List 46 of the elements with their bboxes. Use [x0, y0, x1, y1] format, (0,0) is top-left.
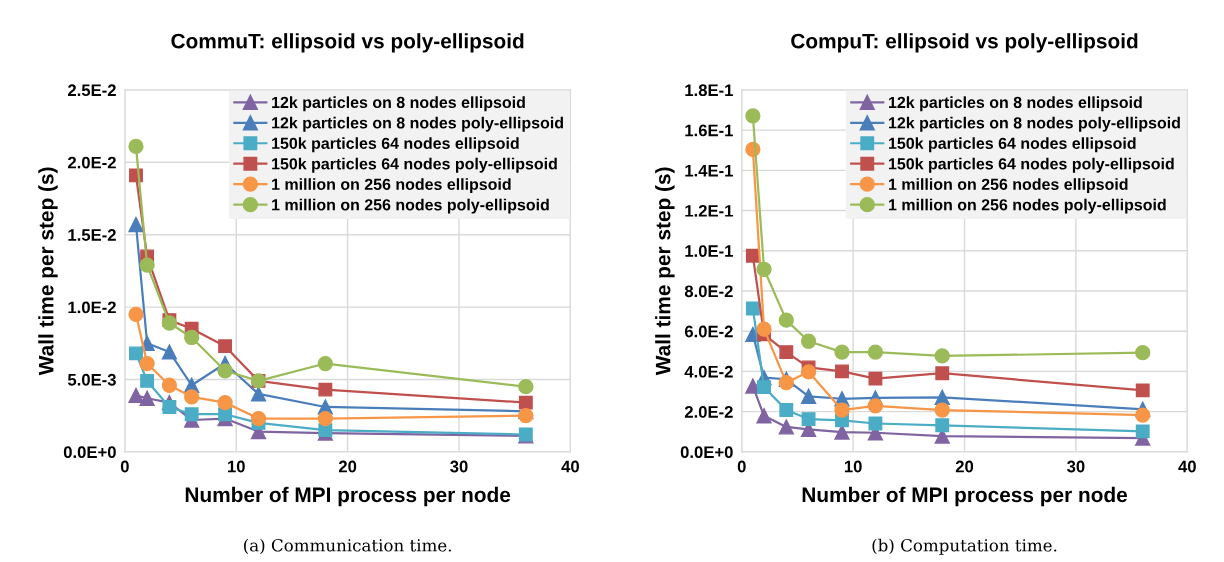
legend-label: 12k particles on 8 nodes poly-ellipsoid [272, 116, 563, 132]
x-tick-label: 0 [737, 460, 746, 473]
legend-label: 1 million on 256 nodes poly-ellipsoid [272, 198, 549, 214]
y-tick-label: 6.0E-2 [684, 325, 733, 338]
y-tick-label: 2.0E-2 [67, 156, 116, 169]
y-tick-label: 2.0E-2 [684, 406, 733, 418]
y-tick-label: 1.0E-1 [685, 245, 733, 257]
legend-label: 1 million on 256 nodes ellipsoid [272, 178, 511, 194]
x-axis-title: Number of MPI process per node [185, 486, 511, 507]
legend-label: 1 million on 256 nodes ellipsoid [889, 178, 1128, 194]
x-tick-label: 30 [1067, 460, 1085, 473]
y-tick-label: 1.2E-1 [685, 204, 733, 217]
legend-label: 12k particles on 8 nodes poly-ellipsoid [889, 116, 1180, 132]
y-tick-label: 1.5E-2 [68, 229, 116, 241]
legend-label: 12k particles on 8 nodes ellipsoid [889, 96, 1142, 112]
legend-label: 12k particles on 8 nodes ellipsoid [272, 96, 525, 112]
legend-label: 1 million on 256 nodes poly-ellipsoid [889, 198, 1166, 214]
x-tick-label: 20 [955, 460, 974, 473]
x-tick-label: 0 [120, 460, 129, 473]
x-tick-label: 40 [1178, 460, 1196, 473]
x-tick-label: 40 [561, 460, 579, 473]
text: (a) Communication time. [244, 538, 451, 554]
legend-label: 150k particles 64 nodes ellipsoid [272, 137, 519, 153]
y-axis-title: Wall time per step (s) [655, 167, 675, 376]
y-tick-label: 1.8E-1 [685, 84, 733, 97]
y-tick-label: 1.0E-2 [68, 301, 116, 314]
x-tick-label: 10 [228, 460, 245, 473]
y-tick-label: 1.6E-1 [685, 124, 733, 137]
x-tick-label: 30 [450, 460, 468, 473]
text: (b) Computation time. [872, 538, 1057, 555]
x-tick-label: 20 [338, 460, 357, 473]
x-tick-label: 10 [844, 460, 862, 473]
y-tick-label: 0.0E+0 [680, 446, 733, 459]
legend-label: 150k particles 64 nodes ellipsoid [889, 137, 1136, 153]
y-tick-label: 1.4E-1 [685, 164, 733, 177]
y-tick-label: 0.0E+0 [63, 446, 116, 459]
y-tick-label: 8.0E-2 [684, 285, 733, 298]
y-tick-label: 5.0E-3 [67, 373, 116, 386]
y-tick-label: 2.5E-2 [67, 84, 116, 97]
legend-label: 150k particles 64 nodes poly-ellipsoid [272, 157, 557, 173]
x-axis-title: Number of MPI process per node [802, 486, 1128, 507]
y-tick-label: 4.0E-2 [684, 365, 733, 378]
y-axis-title: Wall time per step (s) [38, 167, 58, 376]
chart-title: CompuT: ellipsoid vs poly-ellipsoid [791, 33, 1138, 53]
legend-label: 150k particles 64 nodes poly-ellipsoid [889, 157, 1174, 173]
chart-title: CommuT: ellipsoid vs poly-ellipsoid [171, 33, 524, 53]
